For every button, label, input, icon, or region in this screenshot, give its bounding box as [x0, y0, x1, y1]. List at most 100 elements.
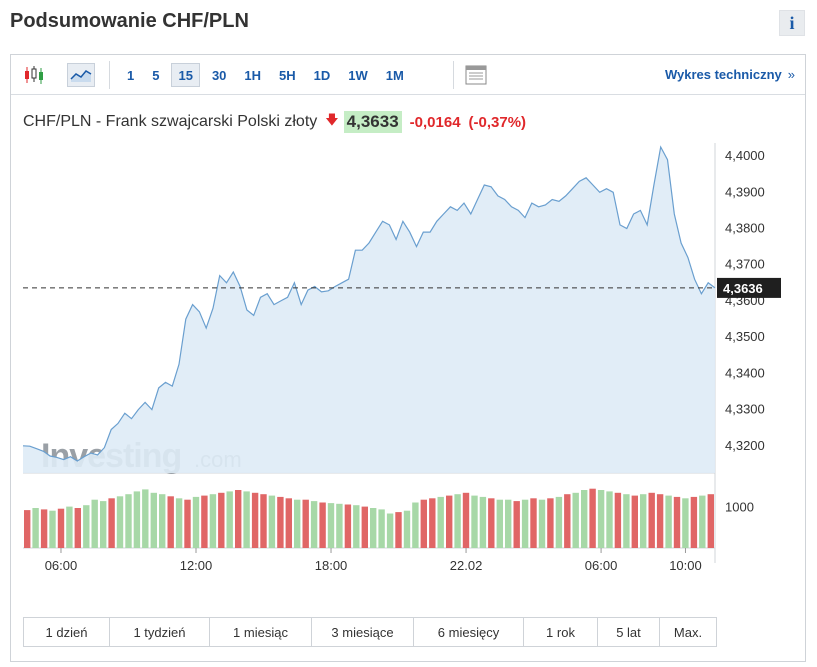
volume-bar	[505, 499, 512, 548]
price-change: -0,0164	[409, 113, 461, 131]
volume-bar	[446, 495, 453, 548]
volume-bar	[142, 489, 149, 548]
price-line	[22, 145, 716, 462]
volume-bar	[100, 501, 107, 548]
volume-bar	[175, 498, 183, 548]
volume-bar	[125, 494, 132, 548]
period-button[interactable]: 1 tydzień	[110, 618, 210, 646]
period-button[interactable]: 1 miesiąc	[210, 618, 312, 646]
y-tick-label: 4,3200	[725, 438, 765, 453]
volume-bar	[192, 496, 200, 548]
x-tick-label: 18:00	[315, 558, 348, 573]
volume-bar	[32, 508, 39, 548]
volume-bar	[108, 498, 115, 548]
volume-bar	[471, 495, 478, 548]
interval-1m[interactable]: 1M	[385, 67, 404, 83]
volume-bar	[555, 496, 563, 548]
volume-bar	[488, 498, 495, 548]
volume-bar	[395, 512, 402, 548]
volume-bar	[547, 498, 554, 548]
arrow-down-icon: 🡇	[325, 112, 339, 127]
volume-bar	[386, 513, 394, 548]
volume-bar	[623, 494, 630, 548]
volume-bar	[429, 498, 436, 548]
volume-bar	[530, 498, 537, 548]
technical-chart-label: Wykres techniczny	[664, 67, 782, 82]
volume-bar	[462, 492, 470, 548]
volume-bar	[589, 488, 596, 548]
interval-5h[interactable]: 5H	[279, 67, 296, 83]
volume-bar	[378, 509, 385, 548]
interval-15[interactable]: 15	[171, 63, 200, 87]
area-chart-icon[interactable]	[67, 63, 95, 87]
volume-bar	[24, 510, 31, 548]
volume-bar	[251, 492, 259, 548]
chevron-right-icon: »	[787, 67, 795, 82]
volume-bar	[66, 506, 73, 548]
volume-bar	[420, 499, 427, 548]
price-change-percent: (-0,37%)	[468, 113, 527, 131]
toolbar-divider	[453, 61, 454, 89]
interval-1[interactable]: 1	[127, 67, 135, 83]
period-button[interactable]: 3 miesiące	[312, 618, 414, 646]
interval-1h[interactable]: 1H	[244, 67, 262, 83]
volume-bar	[277, 496, 284, 548]
volume-bar	[538, 499, 546, 548]
volume-bar	[83, 505, 90, 548]
interval-selector: 1 5 15 30 1H 5H 1D 1W 1M	[121, 63, 416, 87]
volume-bar	[648, 492, 655, 548]
y-tick-label: 4,3700	[725, 257, 765, 272]
last-price-marker	[717, 277, 781, 298]
volume-bar	[319, 502, 326, 548]
price-area	[23, 147, 715, 473]
period-button[interactable]: 5 lat	[598, 618, 660, 646]
last-price: 4,3633	[343, 111, 402, 133]
volume-bar	[353, 505, 360, 548]
interval-1d[interactable]: 1D	[313, 67, 331, 83]
volume-bar	[49, 510, 56, 548]
technical-chart-link[interactable]: Wykres techniczny »	[665, 67, 795, 82]
x-tick-label: 10:00	[669, 558, 702, 573]
period-button[interactable]: 1 dzień	[24, 618, 110, 646]
volume-bar	[327, 503, 335, 548]
last-price-label: 4,3636	[723, 281, 763, 296]
volume-bar	[209, 494, 217, 548]
volume-bar	[403, 510, 411, 548]
volume-bar	[310, 501, 318, 548]
volume-bar	[454, 494, 461, 548]
volume-bar	[631, 495, 638, 548]
interval-30[interactable]: 30	[211, 67, 227, 83]
volume-bar	[294, 499, 301, 548]
volume-bar	[496, 499, 503, 548]
volume-bar	[235, 490, 242, 548]
volume-bar	[690, 496, 698, 548]
candlestick-chart-icon[interactable]	[21, 63, 47, 87]
period-button[interactable]: 1 rok	[524, 618, 598, 646]
volume-bar	[226, 491, 233, 548]
y-tick-label: 4,3800	[725, 221, 765, 236]
volume-bar	[243, 491, 250, 548]
price-chart[interactable]: Investing.com4,40004,39004,38004,37004,3…	[11, 143, 805, 583]
x-tick-label: 12:00	[180, 558, 213, 573]
chart-widget: 1 5 15 30 1H 5H 1D 1W 1M Wykres techniczny» CHF/…	[10, 54, 806, 662]
volume-bar	[699, 495, 706, 548]
y-tick-label: 4,4000	[725, 148, 765, 163]
period-button[interactable]: 6 miesięcy	[414, 618, 524, 646]
volume-bar	[707, 494, 714, 548]
interval-5[interactable]: 5	[152, 67, 160, 83]
volume-bar	[159, 494, 166, 548]
volume-bar	[218, 492, 225, 548]
volume-bar	[167, 496, 174, 549]
volume-bar	[184, 499, 191, 548]
info-button[interactable]: i	[779, 10, 805, 36]
volume-bar	[521, 499, 529, 548]
table-view-icon[interactable]	[463, 63, 489, 87]
volume-bar	[606, 491, 613, 548]
volume-bar	[260, 494, 267, 548]
volume-bar	[673, 496, 681, 548]
volume-bar	[150, 492, 157, 548]
interval-1w[interactable]: 1W	[348, 67, 368, 83]
period-button[interactable]: Max.	[673, 624, 703, 640]
volume-bar	[268, 495, 276, 548]
chart-toolbar: 1 5 15 30 1H 5H 1D 1W 1M Wykres techniczny»	[11, 55, 805, 95]
